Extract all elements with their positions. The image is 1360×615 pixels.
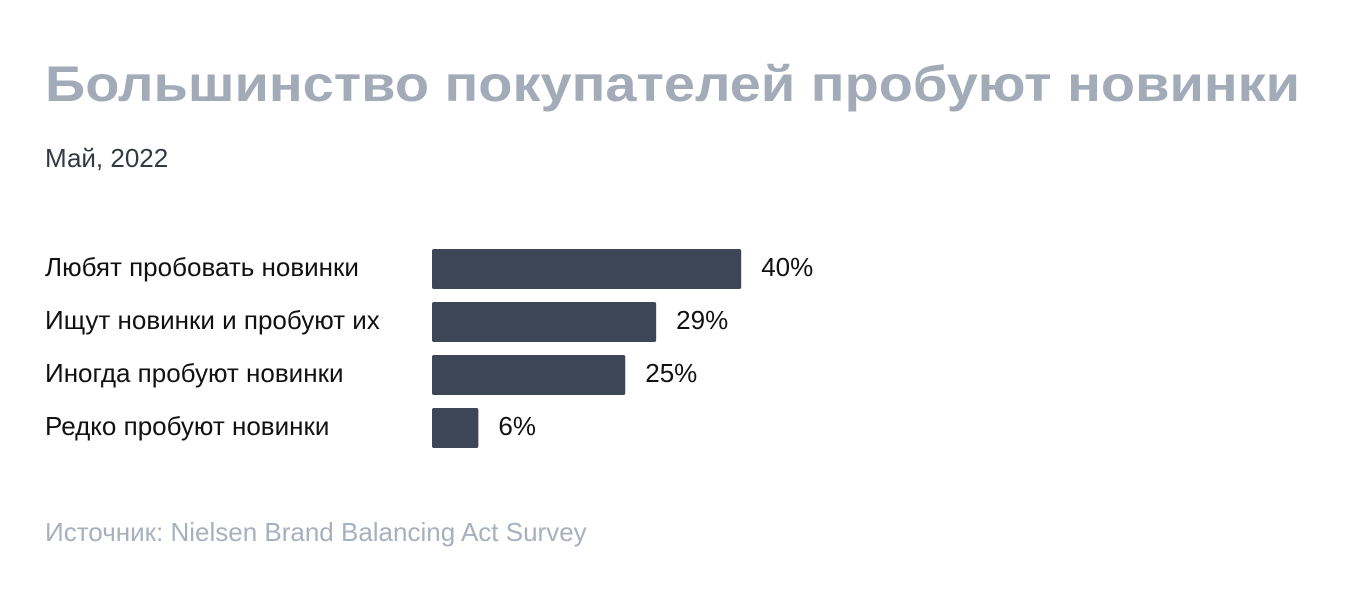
bar xyxy=(432,408,479,448)
source: Источник: Nielsen Brand Balancing Act Su… xyxy=(45,517,587,547)
value-label: 29% xyxy=(676,305,728,335)
bar xyxy=(432,355,626,395)
category-label: Иногда пробуют новинки xyxy=(45,358,343,388)
category-label: Редко пробуют новинки xyxy=(45,411,329,441)
bar xyxy=(432,302,657,342)
category-label: Ищут новинки и пробуют их xyxy=(45,305,380,335)
value-label: 40% xyxy=(761,252,813,282)
chart-title: Большинство покупателей пробуют новинки xyxy=(45,56,1300,112)
value-label: 25% xyxy=(645,358,697,388)
value-label: 6% xyxy=(498,411,536,441)
category-label: Любят пробовать новинки xyxy=(45,252,359,282)
bar xyxy=(432,249,742,289)
subtitle: Май, 2022 xyxy=(45,143,168,173)
